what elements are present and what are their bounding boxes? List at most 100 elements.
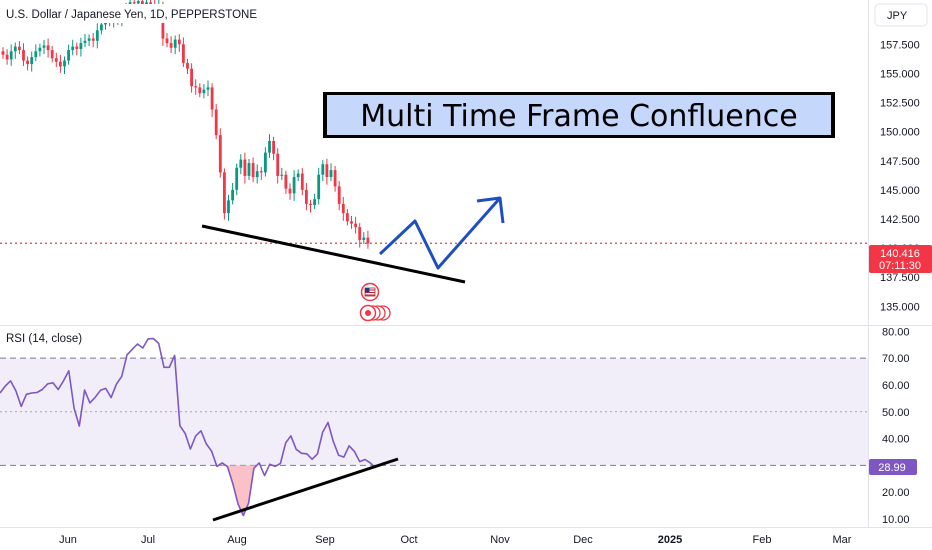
currency-button[interactable]: JPY [874,3,928,27]
candle-body [182,44,185,63]
time-tick-label: Feb [753,534,772,546]
candle-body [366,237,370,244]
rsi-pane[interactable]: RSI (14, close) [0,333,868,522]
time-tick-label: Oct [400,534,417,546]
candle-body [259,171,263,173]
projection-path[interactable] [378,197,502,270]
time-axis[interactable]: Jun Jul Aug Sep Oct Nov Dec 2025 Feb Mar [0,527,932,547]
candle-body [149,2,152,5]
currency-label: JPY [887,10,908,22]
candle-body [67,50,70,61]
candle-body [296,173,300,178]
us-flag-icon[interactable] [360,282,380,302]
banner-fill [327,95,831,135]
candle-body [169,43,173,48]
time-tick-label: Jul [141,534,155,546]
drawings[interactable] [201,196,505,284]
rsi-line [0,337,377,517]
last-price-tag: 140.416 07:11:30 [869,245,932,273]
time-tick-label: Nov [490,534,510,546]
candle-body [132,2,136,4]
time-tick-label: 2025 [658,534,682,546]
candle-body [50,50,54,59]
candle-body [317,174,321,200]
candle-body [243,159,247,176]
price-tick-label: 137.500 [880,272,920,284]
candle-body [18,46,21,51]
currency-button-frame [874,3,928,27]
price-tick-label: 155.000 [880,68,920,80]
candle-body [284,174,288,189]
candle-body [218,135,222,173]
rsi-trendline[interactable] [212,457,399,522]
time-tick-label: Jun [59,534,77,546]
rsi-last-value: 28.99 [878,462,906,474]
candle-body [202,89,206,94]
title-backdrop [0,4,256,23]
candle-body [141,1,144,6]
candle-body [63,60,66,67]
price-tick-label: 150.000 [880,127,920,139]
banner-text: Multi Time Frame Confluence [360,99,797,134]
candle-body [87,38,91,41]
candle-body [280,174,284,176]
price-tick-label: 142.500 [880,214,920,226]
candle-body [59,61,62,67]
candle-body [255,171,259,178]
candle-body [190,68,193,87]
candle-body [214,109,218,136]
price-tick-label: 145.000 [880,185,920,197]
candle-body [288,188,292,194]
candle-body [313,199,316,206]
candle-body [329,170,333,178]
economic-events[interactable] [359,282,391,322]
rsi-overbought-oversold-band [0,358,868,466]
candle-body [223,172,226,214]
japan-flag-icon[interactable] [359,304,391,322]
price-tag-box [869,245,932,273]
price-tick-label: 152.500 [880,98,920,110]
candle-body [272,140,275,154]
bar-countdown: 07:11:30 [879,260,921,272]
price-tick-label: 135.000 [880,301,920,313]
candle-body [251,163,255,178]
candle-body [247,163,251,176]
candle-body [42,45,46,48]
candle-body [268,140,271,153]
candle-body [350,221,353,224]
price-tick-label: 147.500 [880,156,920,168]
candle-body [91,38,95,41]
candle-body [362,237,366,240]
rsi-value-tag: 28.99 [869,459,917,475]
candle-body [227,200,230,214]
confluence-banner[interactable]: Multi Time Frame Confluence [323,92,835,138]
rsi-tick-label: 40.00 [882,434,910,446]
candle-body [34,51,38,58]
last-price-value: 140.416 [880,248,920,260]
candle-body [354,223,357,228]
candle-body [276,153,280,176]
symbol-title: U.S. Dollar / Japanese Yen, 1D, PEPPERST… [6,9,257,21]
candle-body [239,159,243,168]
candle-body [22,50,25,61]
candle-body [358,227,362,240]
candle-body [309,203,312,206]
rsi-tick-label: 80.00 [882,326,910,338]
candle-body [13,46,17,52]
candle-body [5,54,9,60]
candle-body [95,30,99,41]
candle-body [71,46,75,51]
candle-body [346,213,349,222]
time-tick-label: Aug [227,534,247,546]
candle-body [26,60,29,65]
candle-body [300,173,304,190]
support-trendline[interactable] [201,224,466,284]
candle-body [46,45,50,51]
rsi-tick-label: 10.00 [882,514,910,526]
rsi-oversold-fill [216,462,257,516]
candle-body [305,189,308,204]
candle-body [38,47,42,52]
candle-body [173,39,177,48]
price-tick-label: 157.500 [880,39,920,51]
